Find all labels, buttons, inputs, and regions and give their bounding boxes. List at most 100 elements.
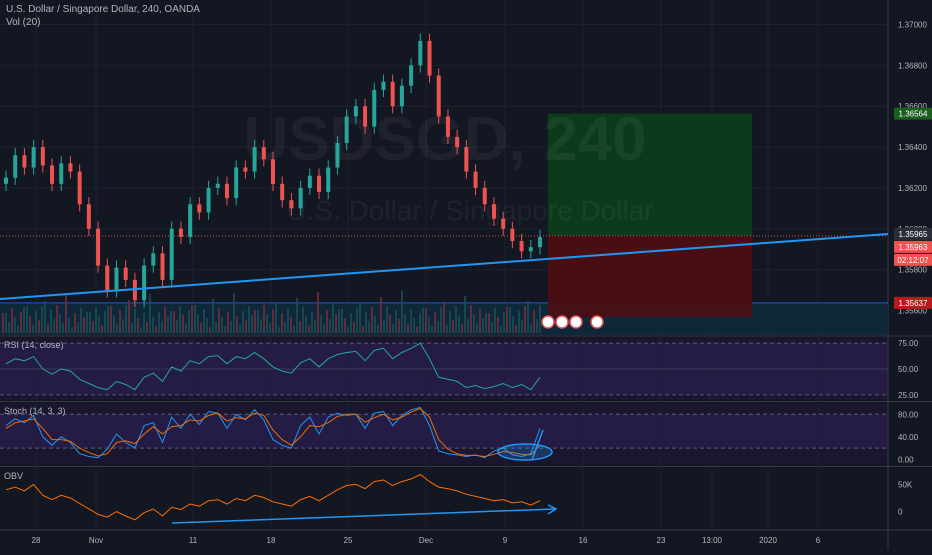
volume-bar (386, 306, 388, 333)
volume-bar (101, 325, 103, 333)
volume-bar (464, 296, 466, 333)
volume-bar (509, 307, 511, 333)
candle-body (22, 155, 27, 168)
volume-bar (446, 325, 448, 333)
volume-bar (167, 316, 169, 333)
rsi-line (5, 342, 541, 391)
volume-bar (20, 312, 22, 333)
candle-body (381, 81, 386, 90)
candle-body (445, 116, 450, 137)
y-tick-label: 50K (898, 480, 913, 489)
candle-body (40, 147, 45, 166)
volume-bar (113, 315, 115, 333)
volume-bar (494, 308, 496, 333)
volume-bar (398, 319, 400, 333)
event-flag-icon (569, 315, 583, 329)
volume-bar (434, 312, 436, 333)
volume-bar (407, 323, 409, 333)
volume-bar (281, 313, 283, 333)
volume-bar (488, 313, 490, 333)
volume-bar (14, 317, 16, 333)
volume-bar (389, 315, 391, 333)
volume-bar (497, 317, 499, 333)
volume-bar (359, 303, 361, 333)
volume-bar (131, 323, 133, 333)
volume-bar (215, 322, 217, 333)
volume-bar (146, 322, 148, 333)
volume-bar (188, 310, 190, 333)
candle-body (105, 265, 110, 291)
candle-body (363, 106, 368, 127)
support-trendline (0, 233, 889, 300)
volume-bar (308, 325, 310, 333)
x-tick-label: 28 (32, 536, 41, 545)
volume-bar (338, 309, 340, 333)
countdown-badge: 02:12:07 (897, 256, 929, 265)
volume-bar (191, 305, 193, 333)
volume-bar (176, 320, 178, 333)
volume-bar (362, 326, 364, 333)
candle-body (13, 155, 18, 178)
event-flag-icon (555, 315, 569, 329)
volume-bar (449, 311, 451, 333)
y-tick-label: 1.35800 (898, 266, 927, 275)
volume-bar (116, 324, 118, 333)
volume-bar (314, 320, 316, 333)
volume-bar (128, 300, 130, 333)
volume-bar (74, 313, 76, 333)
volume-bar (518, 311, 520, 333)
volume-bar (239, 325, 241, 333)
volume-bar (137, 318, 139, 333)
x-tick-label: Nov (89, 536, 103, 545)
candle-body (206, 187, 211, 213)
y-tick-label: 25.00 (898, 391, 919, 400)
obv-trendline (171, 508, 556, 524)
volume-bar (179, 306, 181, 333)
candle-body (31, 147, 36, 168)
candle-body (372, 89, 377, 127)
candle-body (96, 228, 101, 266)
volume-label: Vol (20) (6, 17, 41, 28)
volume-bar (335, 314, 337, 333)
volume-bar (479, 309, 481, 333)
volume-bar (368, 321, 370, 333)
volume-bar (404, 314, 406, 333)
event-flag-icon (541, 315, 555, 329)
candle-body (243, 167, 248, 172)
event-flag-icon (590, 315, 604, 329)
volume-bar (320, 315, 322, 333)
candle-body (326, 167, 331, 193)
volume-bar (209, 327, 211, 333)
volume-bar (185, 324, 187, 333)
volume-bar (443, 302, 445, 333)
volume-bar (41, 306, 43, 333)
volume-bar (197, 314, 199, 333)
candle-body (464, 147, 469, 172)
volume-bar (56, 305, 58, 333)
volume-bar (35, 311, 37, 333)
volume-bar (332, 305, 334, 333)
x-tick-label: 16 (579, 536, 588, 545)
candle-body (215, 183, 220, 188)
volume-bar (212, 299, 214, 333)
volume-bar (515, 325, 517, 333)
candle-body (335, 142, 340, 168)
volume-bar (95, 307, 97, 333)
stoch-arrow (531, 429, 544, 461)
candle-body (280, 183, 285, 201)
candle-body (261, 147, 266, 160)
candle-body (289, 200, 294, 209)
x-tick-label: 9 (503, 536, 508, 545)
volume-bar (299, 321, 301, 333)
volume-bar (428, 317, 430, 333)
volume-bar (236, 316, 238, 333)
volume-bar (134, 309, 136, 333)
volume-bar (152, 317, 154, 333)
y-tick-label: 40.00 (898, 433, 919, 442)
volume-bar (377, 325, 379, 333)
candle-body (418, 40, 423, 66)
volume-bar (143, 313, 145, 333)
volume-bar (65, 295, 67, 333)
